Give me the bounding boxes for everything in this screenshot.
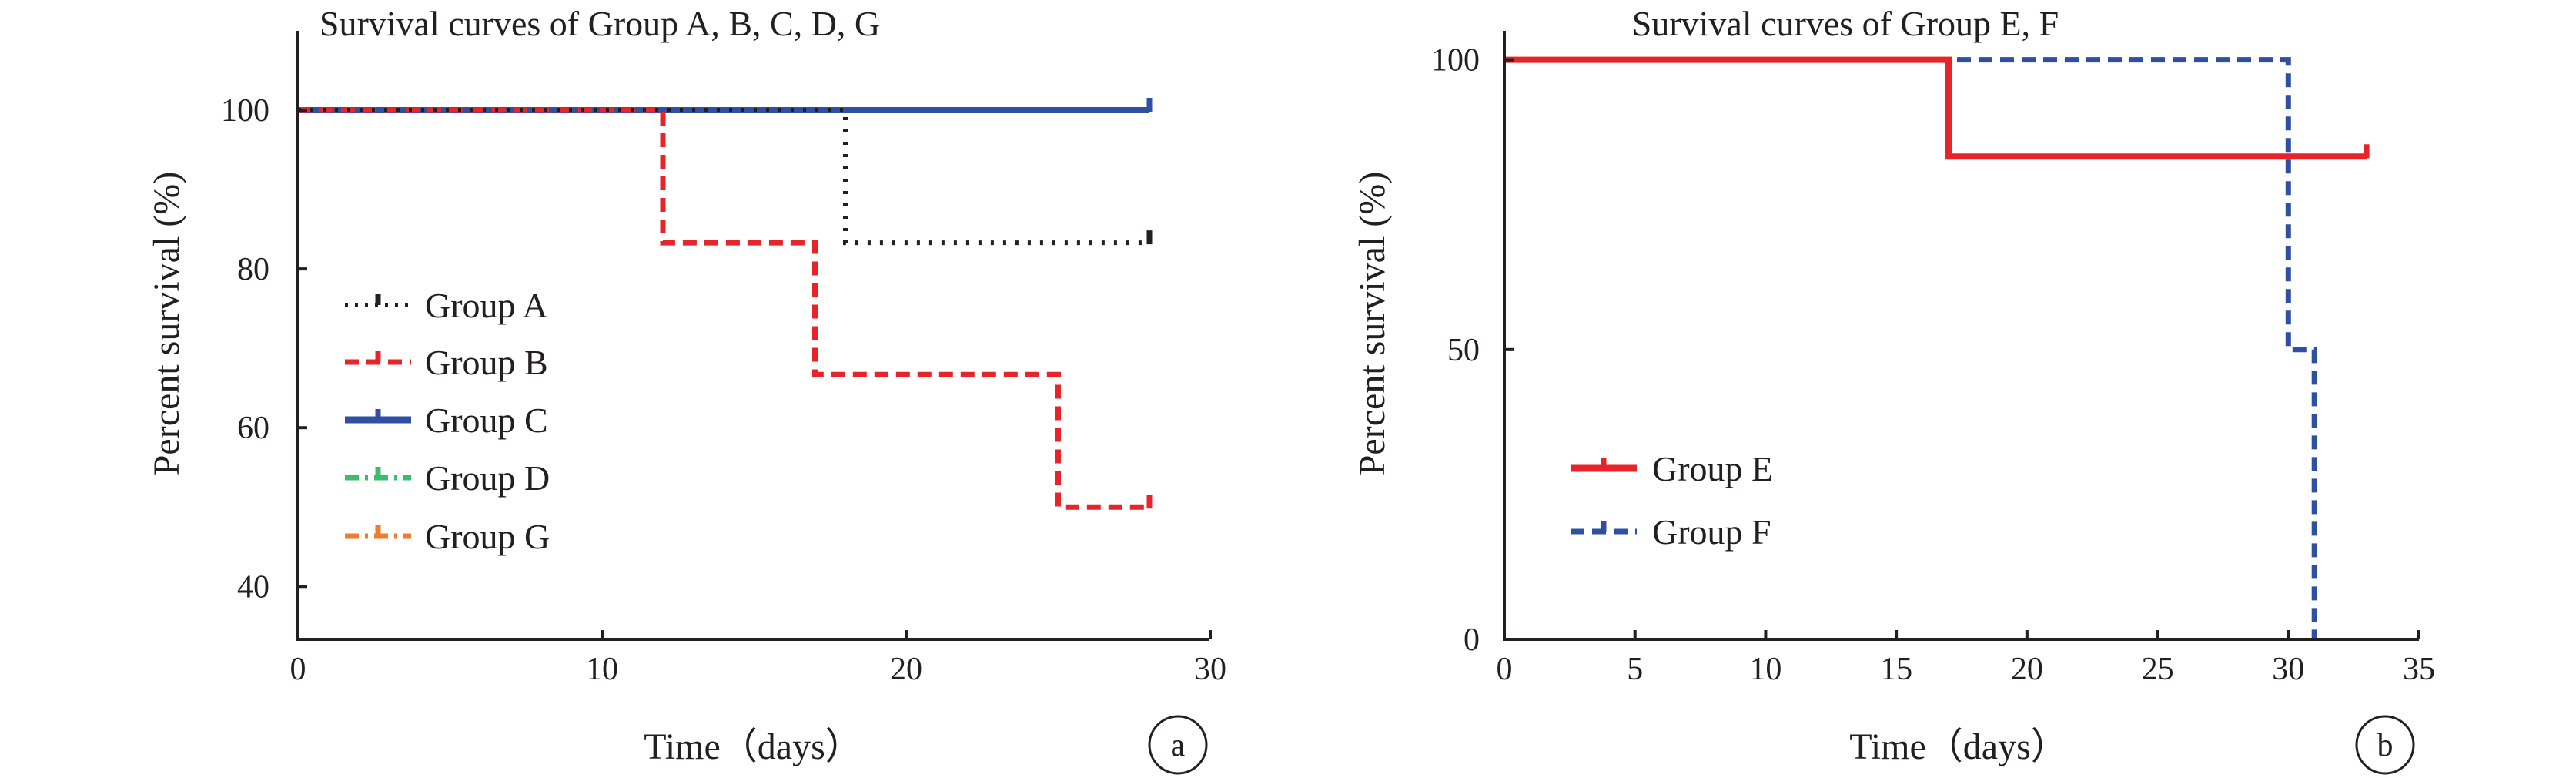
chart-a-x-tick-label: 20 [890, 652, 922, 687]
chart-b-y-axis-label: Percent survival (%) [1352, 172, 1393, 476]
chart-b-x-tick-label: 10 [1749, 652, 1781, 687]
chart-b-series-layer [1504, 56, 2370, 639]
chart-a-grid-area: 0 10 20 30 40 60 80 100 [221, 31, 1226, 687]
chart-a-ticks: 0 10 20 30 40 60 80 100 [221, 93, 1226, 687]
chart-b-x-tick-label: 20 [2011, 652, 2043, 687]
panel-b-badge: b [2355, 715, 2415, 775]
series-line-group-b [298, 107, 1149, 510]
chart-a-x-axis-label: Time（days） [644, 726, 862, 767]
chart-a-x-tick-label: 10 [586, 652, 618, 687]
chart-a-legend: Group A Group B Group C Group D Group G [345, 286, 550, 556]
legend-item-group-d: Group D [345, 458, 550, 498]
chart-panel-a: Survival curves of Group A, B, C, D, G 0… [146, 4, 1226, 775]
chart-b-x-tick-label: 0 [1497, 652, 1513, 687]
legend-label-group-f: Group F [1652, 512, 1771, 552]
legend-label-group-a: Group A [425, 286, 548, 325]
legend-label-group-g: Group G [425, 517, 550, 556]
legend-item-group-b: Group B [345, 343, 548, 382]
chart-b-y-tick-label: 50 [1447, 333, 1480, 368]
chart-b-title: Survival curves of Group E, F [1632, 4, 2059, 43]
panel-b-badge-circle [2355, 715, 2415, 775]
series-line-group-f [1504, 57, 2317, 639]
chart-b-x-tick-label: 35 [2403, 652, 2435, 687]
chart-a-x-tick-label: 30 [1194, 652, 1226, 687]
chart-a-y-tick-label: 80 [237, 252, 269, 287]
chart-a-y-tick-label: 100 [221, 93, 269, 129]
chart-a-series-layer [298, 98, 1153, 510]
chart-a-x-tick-label: 0 [290, 652, 306, 687]
legend-label-group-b: Group B [425, 343, 548, 382]
chart-b-x-axis-label: Time（days） [1849, 726, 2068, 767]
chart-b-ticks: 0 5 10 15 20 25 30 35 0 50 100 [1431, 43, 2435, 687]
panel-b-badge-letter: b [2377, 728, 2394, 763]
legend-item-group-f: Group F [1571, 512, 1771, 552]
chart-b-legend: Group E Group F [1571, 449, 1773, 552]
chart-b-x-tick-label: 30 [2272, 652, 2304, 687]
legend-item-group-e: Group E [1571, 449, 1773, 488]
chart-b-x-tick-label: 5 [1627, 652, 1643, 687]
chart-b-grid-area: 0 5 10 15 20 25 30 35 0 50 100 [1431, 31, 2435, 687]
chart-a-title: Survival curves of Group A, B, C, D, G [319, 4, 880, 43]
panel-a-badge-circle [1148, 715, 1208, 775]
chart-a-y-tick-label: 40 [237, 569, 269, 605]
chart-panel-b: Survival curves of Group E, F 0 5 10 15 20 25… [1352, 4, 2435, 775]
chart-b-y-tick-label: 0 [1464, 622, 1480, 658]
chart-a-y-axis-label: Percent survival (%) [146, 172, 187, 476]
legend-label-group-e: Group E [1652, 449, 1773, 488]
legend-item-group-g: Group G [345, 517, 550, 556]
chart-b-x-tick-label: 15 [1880, 652, 1912, 687]
legend-item-group-c: Group C [345, 401, 548, 440]
chart-b-x-tick-label: 25 [2142, 652, 2174, 687]
legend-label-group-d: Group D [425, 458, 550, 498]
chart-a-y-tick-label: 60 [237, 411, 269, 446]
chart-b-y-tick-label: 100 [1431, 43, 1480, 79]
series-line-group-e [1504, 56, 2367, 160]
legend-label-group-c: Group C [425, 401, 548, 440]
panel-a-badge: a [1148, 715, 1208, 775]
panel-a-badge-letter: a [1171, 728, 1186, 763]
legend-item-group-a: Group A [345, 286, 548, 325]
series-line-group-a [298, 108, 1149, 246]
